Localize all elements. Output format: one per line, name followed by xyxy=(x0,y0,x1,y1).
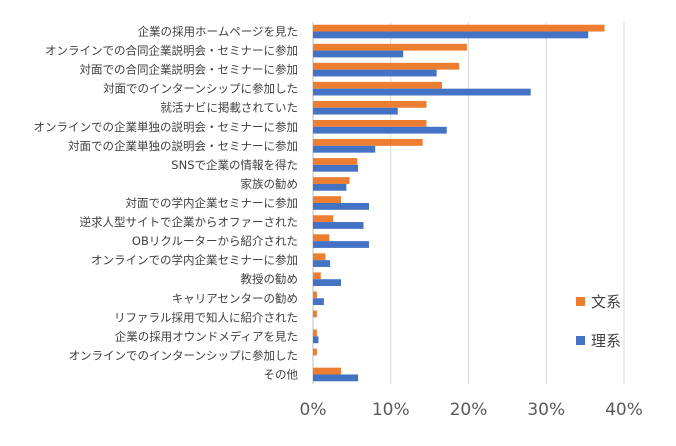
bar-rikei xyxy=(313,298,324,306)
bar-rikei xyxy=(313,88,531,96)
bar-bunkei xyxy=(313,234,330,242)
category-label: 就活ナビに掲載されていた xyxy=(160,101,298,115)
bar-bunkei xyxy=(313,158,358,165)
category-label: OBリクルーターから紹介された xyxy=(132,234,298,248)
bar-rikei xyxy=(313,374,359,382)
bar-bunkei xyxy=(313,62,460,70)
category-label: オンラインでの合同企業説明会・セミナーに参加 xyxy=(45,44,298,58)
legend-swatch xyxy=(576,297,585,306)
bar-bunkei xyxy=(313,310,317,318)
legend-label: 文系 xyxy=(591,293,621,311)
category-label: 対面での合同企業説明会・セミナーに参加 xyxy=(80,63,299,77)
category-label: 企業の採用ホームページを見た xyxy=(138,25,298,39)
legend-swatch xyxy=(576,336,585,345)
bar-bunkei xyxy=(313,272,321,280)
bar-bunkei xyxy=(313,100,427,108)
bar-bunkei xyxy=(313,139,423,146)
legend-label: 理系 xyxy=(591,332,621,350)
bar-bunkei xyxy=(313,215,334,223)
bar-bunkei xyxy=(313,367,341,375)
bar-rikei xyxy=(313,107,398,115)
bar-bunkei xyxy=(313,177,350,184)
bar-rikei xyxy=(313,222,364,229)
x-tick-label: 0% xyxy=(300,400,327,420)
category-label: オンラインでのインターンシップに参加した xyxy=(69,348,298,362)
bar-rikei xyxy=(313,50,404,58)
bar-rikei xyxy=(313,69,437,77)
x-tick-label: 30% xyxy=(527,400,565,420)
category-label: 対面でのインターンシップに参加した xyxy=(103,82,298,96)
category-label: その他 xyxy=(264,367,299,381)
x-tick-label: 10% xyxy=(372,400,410,420)
bar-bunkei xyxy=(313,119,427,127)
bar-bunkei xyxy=(313,329,317,337)
bar-rikei xyxy=(313,241,369,248)
bar-rikei xyxy=(313,145,376,153)
bar-bunkei xyxy=(313,81,443,89)
category-label: リファラル採用で知人に紹介された xyxy=(114,310,298,324)
bar-bunkei xyxy=(313,196,341,203)
bar-bunkei xyxy=(313,24,605,32)
bar-rikei xyxy=(313,336,319,344)
x-tick-label: 20% xyxy=(450,400,488,420)
bar-rikei xyxy=(313,279,341,287)
bar-bunkei xyxy=(313,253,326,261)
bar-rikei xyxy=(313,203,369,210)
category-label: オンラインでの企業単独の説明会・セミナーに参加 xyxy=(34,120,299,134)
bar-rikei xyxy=(313,183,347,191)
bar-rikei xyxy=(313,260,331,267)
category-label: 逆求人型サイトで企業からオファーされた xyxy=(80,215,299,229)
category-label: キャリアセンターの勧め xyxy=(172,291,298,305)
bar-rikei xyxy=(313,126,447,134)
bar-bunkei xyxy=(313,291,317,299)
bar-rikei xyxy=(313,31,589,39)
category-label: 家族の勧め xyxy=(241,177,299,191)
category-label: 教授の勧め xyxy=(241,272,299,286)
bar-rikei xyxy=(313,164,359,172)
x-tick-label: 40% xyxy=(605,400,643,420)
category-label: 対面での企業単独の説明会・セミナーに参加 xyxy=(68,139,298,153)
bar-bunkei xyxy=(313,43,467,51)
category-label: 対面での学内企業セミナーに参加 xyxy=(126,196,299,210)
category-label: SNSで企業の情報を得た xyxy=(171,158,298,172)
category-label: オンラインでの学内企業セミナーに参加 xyxy=(91,253,298,267)
category-label: 企業の採用オウンドメディアを見た xyxy=(115,329,298,343)
bar-bunkei xyxy=(313,348,317,356)
